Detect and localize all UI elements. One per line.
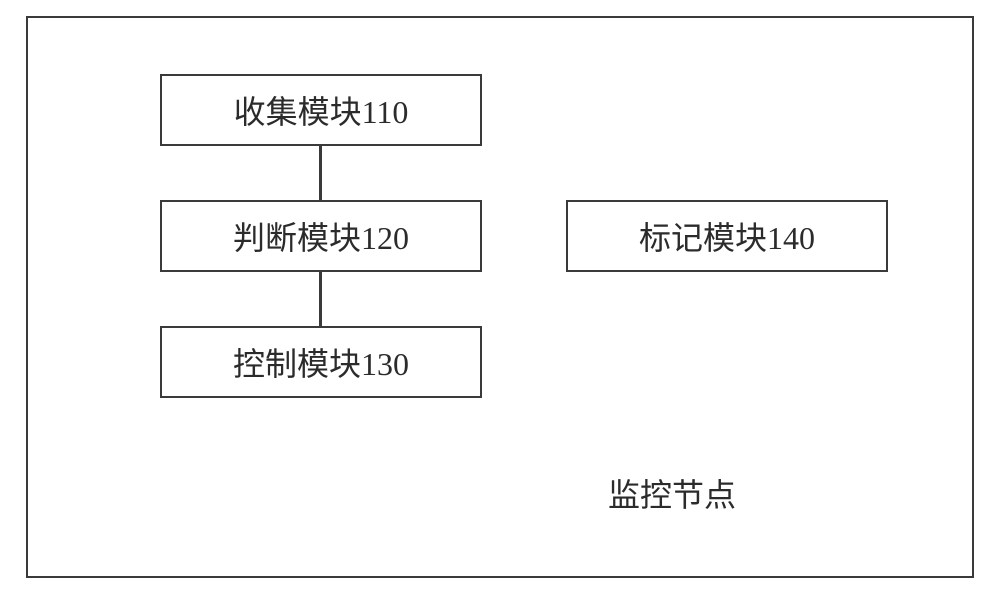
node-judge-label: 判断模块120 <box>233 213 409 259</box>
diagram-title-text: 监控节点 <box>608 477 736 513</box>
node-mark-module: 标记模块140 <box>566 200 888 272</box>
connector-collect-judge <box>319 146 322 200</box>
node-collect-label: 收集模块110 <box>234 87 409 133</box>
diagram-title: 监控节点 <box>608 470 736 516</box>
diagram-canvas: 收集模块110 判断模块120 标记模块140 控制模块130 监控节点 <box>0 0 1000 593</box>
node-control-module: 控制模块130 <box>160 326 482 398</box>
node-collect-module: 收集模块110 <box>160 74 482 146</box>
node-judge-module: 判断模块120 <box>160 200 482 272</box>
node-control-label: 控制模块130 <box>233 339 409 385</box>
connector-judge-control <box>319 272 322 326</box>
node-mark-label: 标记模块140 <box>639 213 815 259</box>
